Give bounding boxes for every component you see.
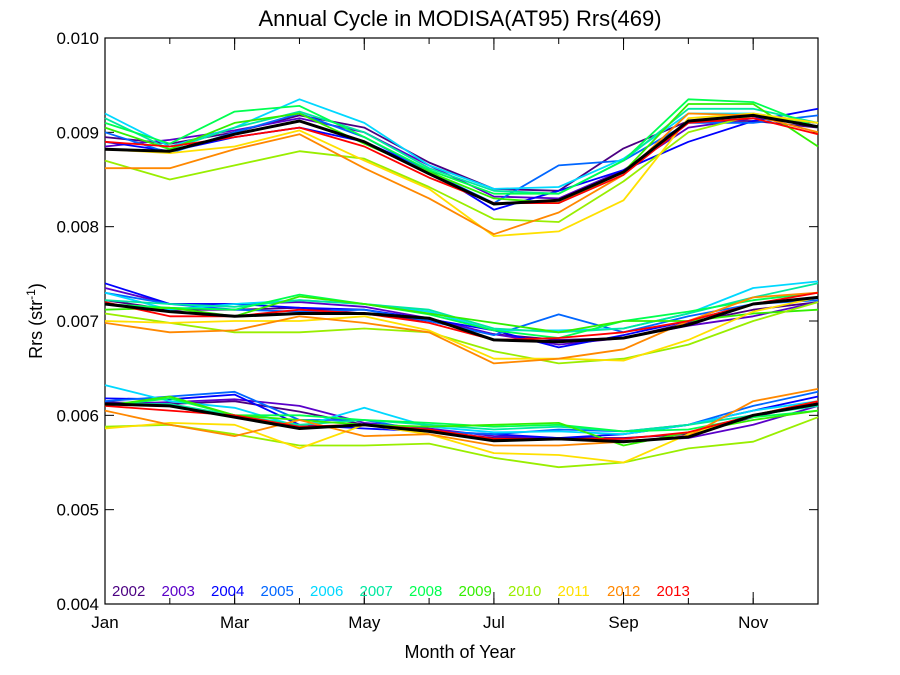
x-tick-label: Sep (608, 613, 638, 632)
x-tick-label: Jan (91, 613, 118, 632)
series-line-2011-mid (104, 296, 819, 362)
x-tick-label: May (348, 613, 381, 632)
y-tick-label: 0.010 (56, 29, 99, 48)
chart-title: Annual Cycle in MODISA(AT95) Rrs(469) (258, 6, 661, 31)
y-tick-label: 0.005 (56, 501, 99, 520)
series-line-2009-top (104, 103, 819, 205)
series-line-2007-top (104, 107, 819, 195)
x-tick-label: Nov (738, 613, 769, 632)
legend-entry-2007: 2007 (360, 583, 393, 600)
legend-entry-2010: 2010 (508, 583, 541, 600)
series-line-2007-low (105, 403, 819, 433)
legend-entry-2002: 2002 (112, 583, 145, 600)
x-axis-label: Month of Year (404, 642, 515, 662)
legend-entry-2008: 2008 (409, 583, 442, 600)
y-tick-label: 0.008 (56, 218, 99, 237)
series-line-2008-top (104, 98, 819, 195)
series-line-2012-mid (104, 291, 819, 365)
y-axis-label-close: ) (26, 283, 46, 289)
legend-entry-2006: 2006 (310, 583, 343, 600)
y-axis-label-main: Rrs (str (26, 300, 46, 359)
mean-line-low (104, 402, 819, 444)
legend-entry-2005: 2005 (261, 583, 294, 600)
legend-entry-2003: 2003 (162, 583, 195, 600)
series-line-2012-top (105, 112, 819, 236)
mean-line-mid (104, 295, 819, 344)
legend-entry-2004: 2004 (211, 583, 244, 600)
series-lines (104, 98, 819, 469)
y-axis-label-exponent: -1 (24, 289, 38, 300)
series-line-2010-low (104, 416, 819, 469)
legend-entry-2013: 2013 (657, 583, 690, 600)
x-axis: Jan Mar May Jul Sep Nov (91, 38, 819, 632)
legend: 2002 2003 2004 2005 2006 2007 2008 2009 2010 2011… (112, 583, 690, 600)
y-tick-label: 0.004 (56, 595, 99, 614)
x-tick-label: Mar (220, 613, 250, 632)
y-axis-label: Rrs (str-1) (24, 283, 46, 359)
legend-entry-2011: 2011 (558, 583, 590, 600)
series-line-2011-top (104, 112, 819, 238)
mean-line-top (104, 113, 819, 206)
x-tick-label: Jul (483, 613, 505, 632)
series-line-2008-mid (104, 291, 819, 339)
legend-entry-2009: 2009 (459, 583, 492, 600)
y-tick-label: 0.007 (56, 312, 99, 331)
series-line-2010-top (104, 114, 819, 223)
y-tick-label: 0.006 (56, 406, 99, 425)
y-tick-label: 0.009 (56, 123, 99, 142)
legend-entry-2012: 2012 (607, 583, 640, 600)
